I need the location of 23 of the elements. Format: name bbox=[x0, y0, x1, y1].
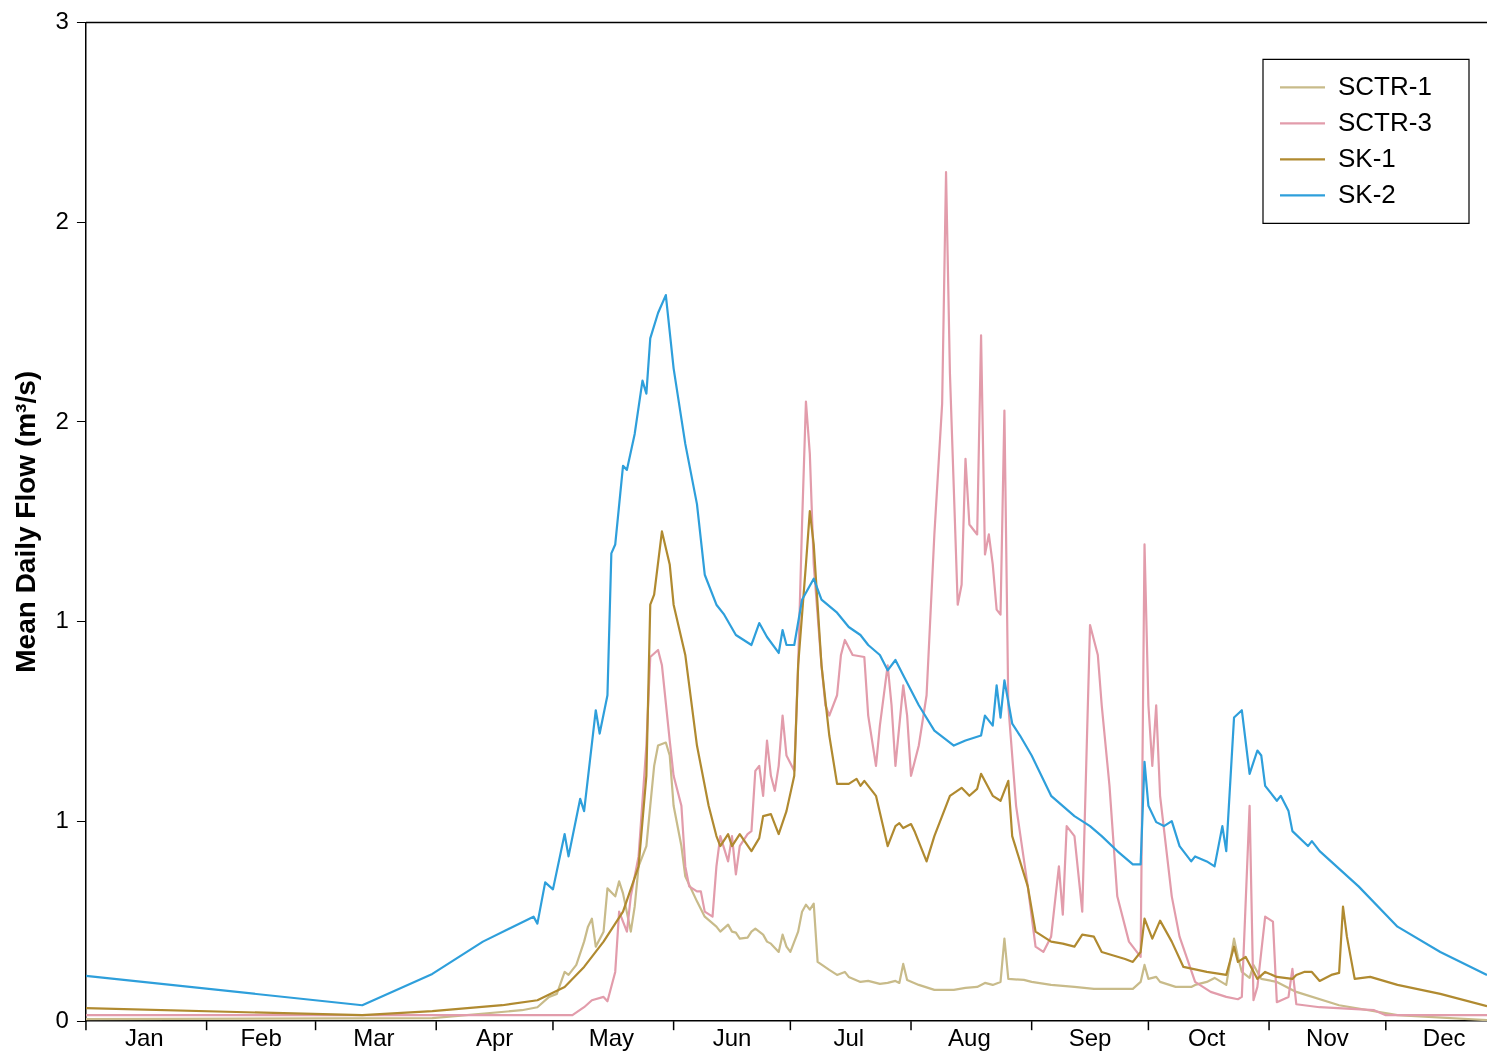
x-tick-label: Feb bbox=[240, 1024, 282, 1052]
x-tick-label: Jun bbox=[712, 1024, 752, 1052]
y-axis-title: Mean Daily Flow (m³/s) bbox=[9, 370, 41, 673]
x-tick-label: Dec bbox=[1422, 1024, 1466, 1052]
y-tick-label: 2 bbox=[55, 206, 69, 234]
legend-label: SCTR-3 bbox=[1338, 106, 1432, 137]
legend-label: SK-1 bbox=[1338, 142, 1396, 173]
x-tick-label: Jan bbox=[124, 1024, 164, 1052]
y-tick-label: 1 bbox=[55, 606, 69, 634]
x-tick-label: May bbox=[588, 1024, 635, 1052]
x-tick-label: Apr bbox=[475, 1024, 514, 1052]
x-tick-label: Aug bbox=[948, 1024, 991, 1052]
x-tick-label: Nov bbox=[1306, 1024, 1349, 1052]
legend-label: SCTR-1 bbox=[1338, 70, 1432, 101]
x-tick-label: Sep bbox=[1068, 1024, 1112, 1052]
x-tick-label: Mar bbox=[353, 1024, 395, 1052]
x-tick-label: Jul bbox=[833, 1024, 865, 1052]
y-tick-label: 0 bbox=[55, 1005, 69, 1033]
y-tick-label: 1 bbox=[55, 806, 69, 834]
x-tick-label: Oct bbox=[1188, 1024, 1226, 1052]
legend-label: SK-2 bbox=[1338, 178, 1396, 209]
y-tick-label: 2 bbox=[55, 406, 69, 434]
y-tick-label: 3 bbox=[55, 7, 69, 35]
